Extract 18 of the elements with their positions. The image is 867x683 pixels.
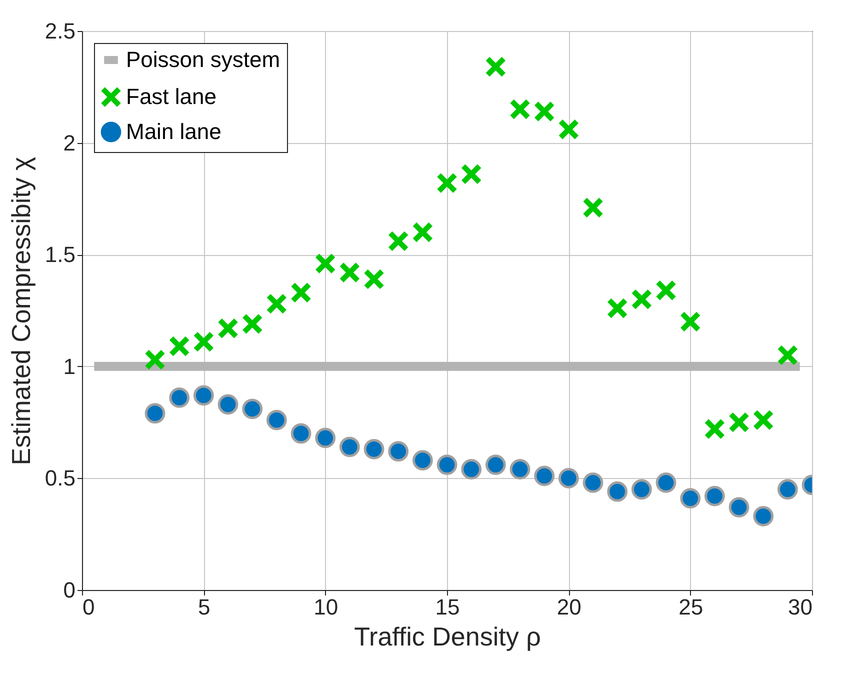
legend-label: Main lane [126,119,222,144]
y-tick-label: 0 [63,578,76,602]
x-tick-label: 0 [82,594,95,620]
x-axis-title: Traffic Density ρ [354,622,541,652]
x-tick-label: 20 [556,594,582,620]
x-tick-label: 30 [788,594,812,620]
legend-label: Poisson system [126,47,280,72]
x-tick-label: 15 [435,594,460,620]
legend-label: Fast lane [126,84,216,109]
y-tick-label: 1.5 [44,242,76,268]
x-tick-label: 10 [314,594,338,620]
y-tick-label: 0.5 [44,466,76,491]
y-tick-label: 2 [63,130,76,156]
x-tick-label: 5 [198,594,210,620]
x-tick-label: 25 [678,594,704,620]
y-axis-title: Estimated Compressibity χ [6,156,36,466]
y-tick-label: 1 [63,354,76,379]
y-tick-label: 2.5 [44,18,76,44]
